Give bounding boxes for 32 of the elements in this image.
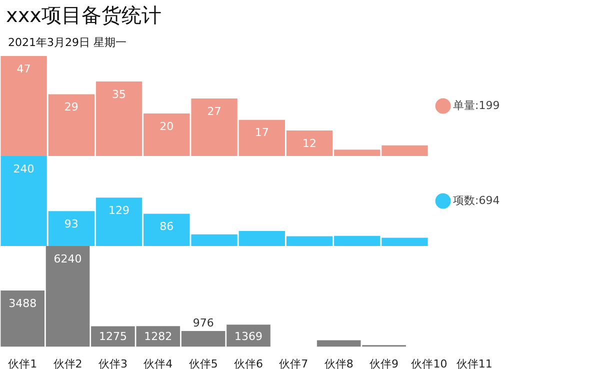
data-label: 35 <box>112 88 126 101</box>
x-tick-label: 伙伴3 <box>98 357 128 369</box>
x-tick-label: 伙伴10 <box>411 357 448 369</box>
x-tick-label: 伙伴7 <box>279 357 308 369</box>
data-label: 29 <box>64 100 78 114</box>
x-tick-label: 伙伴8 <box>324 357 354 369</box>
legend-label: 项数:694 <box>453 194 500 207</box>
data-label: 1282 <box>144 330 172 344</box>
x-tick-label: 伙伴2 <box>53 357 82 369</box>
data-label: 20 <box>160 120 174 133</box>
x-tick-label: 伙伴9 <box>370 357 399 369</box>
data-label: 976 <box>192 316 214 330</box>
x-tick-label: 伙伴11 <box>456 357 492 369</box>
data-label: 12 <box>302 136 317 150</box>
data-label: 86 <box>160 220 174 234</box>
data-label: 240 <box>13 162 34 176</box>
legend-label: 单量:199 <box>453 98 500 112</box>
data-label: 93 <box>64 217 78 230</box>
data-label: 6240 <box>54 252 82 266</box>
chart-subtitle: 2021年3月29日 星期一 <box>7 35 128 51</box>
x-tick-label: 伙伴5 <box>188 357 218 369</box>
x-tick-label: 伙伴6 <box>234 357 263 369</box>
data-label: 1369 <box>234 330 262 344</box>
data-label: 3488 <box>8 296 37 310</box>
data-label: 1275 <box>98 330 127 344</box>
data-label: 17 <box>254 126 269 140</box>
x-tick-label: 伙伴1 <box>8 357 38 369</box>
x-tick-label: 伙伴4 <box>144 357 173 369</box>
chart-title: xxx项目备货统计 <box>5 2 163 29</box>
data-label: 47 <box>16 62 31 76</box>
data-label: 129 <box>108 204 130 217</box>
data-label: 27 <box>207 104 222 118</box>
